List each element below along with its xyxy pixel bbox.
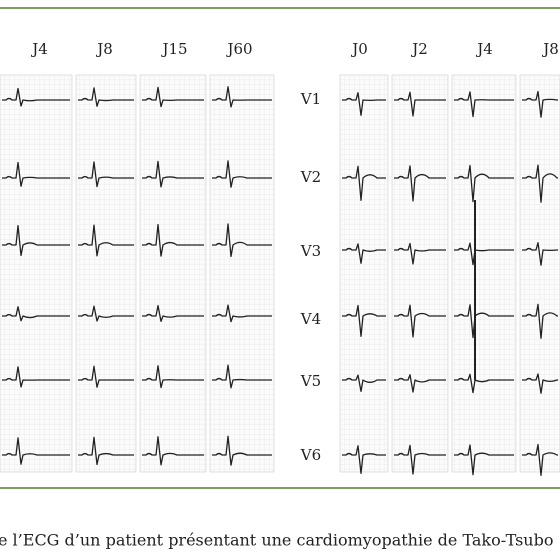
ecg-grid	[0, 74, 560, 476]
grid-cell	[391, 74, 449, 473]
ecg-trace	[522, 443, 558, 476]
lead-label: V4	[300, 310, 321, 328]
ecg-trace	[342, 243, 386, 264]
ecg-trace	[342, 304, 386, 337]
column-header: J4	[475, 40, 493, 58]
ecg-trace	[78, 161, 134, 188]
ecg-trace	[454, 91, 514, 118]
ecg-trace	[212, 435, 272, 466]
ecg-trace	[142, 436, 204, 466]
ecg-trace	[212, 304, 272, 323]
ecg-trace	[212, 86, 272, 108]
ecg-trace	[2, 225, 70, 257]
ecg-trace	[78, 365, 134, 388]
column-header: J8	[95, 40, 113, 58]
ecg-trace	[342, 374, 386, 393]
ecg-trace	[78, 224, 134, 257]
ecg-trace	[212, 364, 272, 389]
grid-cell	[139, 74, 207, 473]
grid-cell	[519, 74, 560, 473]
grid-cell	[75, 74, 137, 473]
lead-label: V6	[300, 446, 321, 464]
caption: e l’ECG d’un patient présentant une card…	[0, 531, 553, 550]
grid-cell	[339, 74, 389, 473]
ecg-trace	[2, 87, 70, 107]
ecg-trace	[2, 366, 70, 388]
ecg-trace	[142, 365, 204, 389]
ecg-trace	[212, 160, 272, 188]
ecg-trace	[522, 373, 558, 394]
ecg-trace	[394, 374, 446, 393]
ecg-trace	[342, 92, 386, 116]
ecg-trace	[142, 160, 204, 188]
ecg-trace	[78, 305, 134, 322]
ecg-trace	[454, 164, 514, 203]
ecg-trace	[454, 373, 514, 394]
grid-cell	[209, 74, 275, 473]
column-header: J0	[350, 40, 368, 58]
column-header: J4	[30, 40, 48, 58]
ecg-trace	[394, 91, 446, 117]
ecg-trace	[212, 223, 272, 258]
ecg-trace	[454, 242, 514, 266]
ecg-trace	[342, 445, 386, 475]
ecg-trace	[2, 161, 70, 187]
lead-label: V1	[300, 90, 321, 108]
ecg-trace	[2, 437, 70, 465]
ecg-trace	[394, 242, 446, 265]
ecg-trace	[342, 165, 386, 201]
ecg-trace	[522, 242, 558, 266]
column-header: J15	[160, 40, 187, 58]
column-header: J60	[225, 40, 252, 58]
ecg-trace	[78, 436, 134, 466]
ecg-trace	[522, 90, 558, 118]
column-header: J8	[541, 40, 559, 58]
ecg-trace	[394, 165, 446, 202]
ecg-trace	[394, 304, 446, 338]
ecg-trace	[142, 86, 204, 108]
lead-label: V5	[300, 372, 321, 390]
ecg-trace	[454, 304, 514, 339]
lead-label: V2	[300, 168, 321, 186]
grid-cell	[0, 74, 73, 473]
ecg-trace	[522, 164, 558, 203]
column-header: J2	[410, 40, 428, 58]
ecg-trace	[522, 303, 558, 339]
ecg-trace	[2, 306, 70, 322]
ecg-trace	[142, 223, 204, 257]
ecg-trace	[142, 304, 204, 322]
ecg-trace	[78, 87, 134, 107]
ecg-trace	[454, 444, 514, 476]
grid-cell	[451, 74, 517, 473]
ecg-trace	[394, 444, 446, 475]
lead-label: V3	[300, 242, 321, 260]
